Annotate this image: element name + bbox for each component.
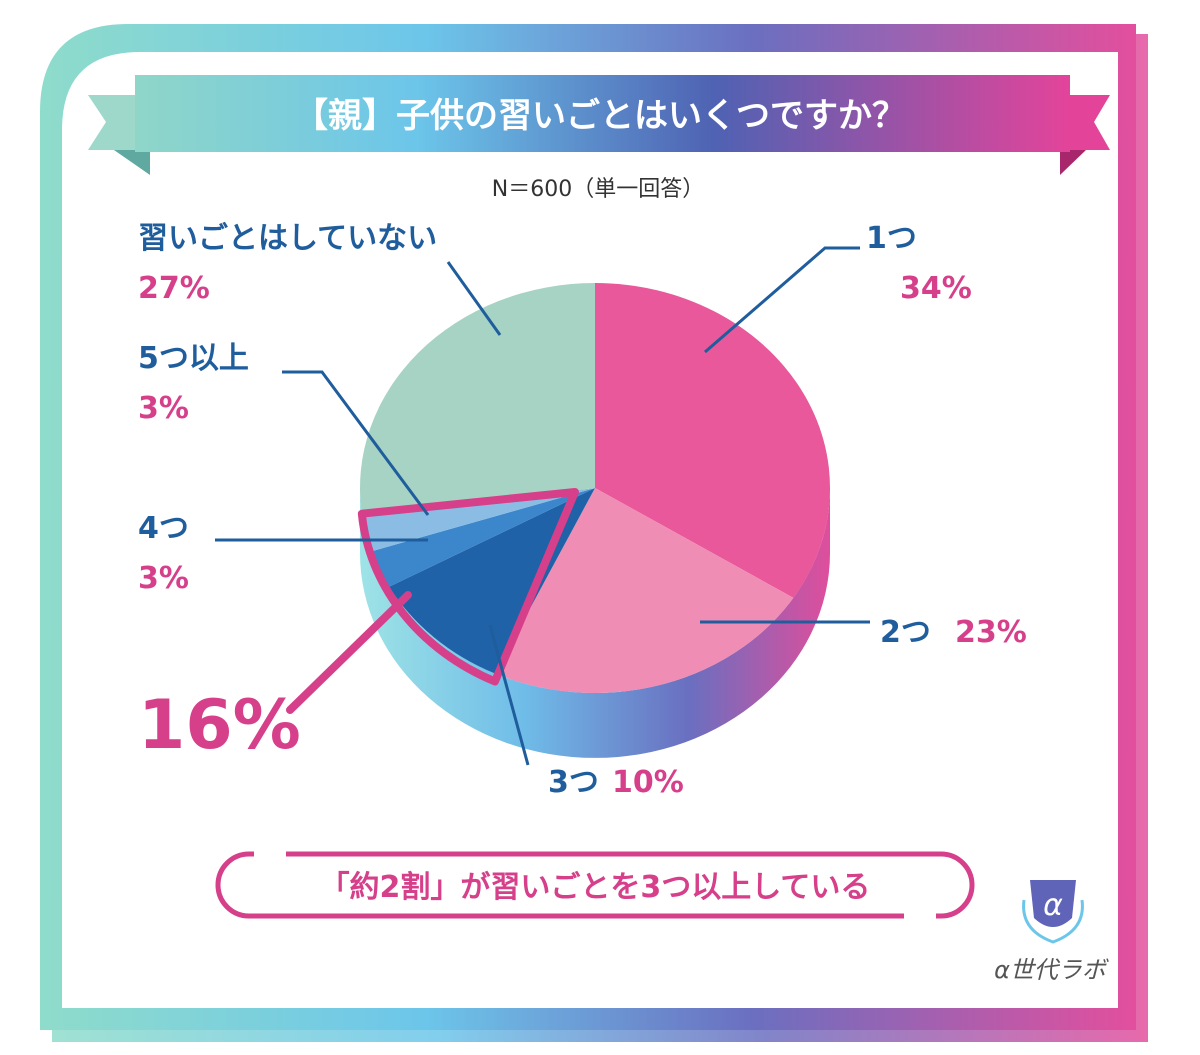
value-5: 3%: [138, 391, 189, 426]
pie-slice-4: [371, 488, 595, 587]
pie-slice-5: [361, 488, 595, 552]
leader-line-5: [282, 370, 430, 516]
leader-line-3: [488, 624, 530, 766]
label-4: 4つ: [138, 511, 189, 546]
pie-slice-2: [494, 488, 794, 693]
leader-line-1: [704, 246, 860, 354]
pie-chart: [357, 283, 830, 758]
label-3: 3つ: [548, 765, 599, 800]
value-4: 3%: [138, 561, 189, 596]
pie-side: [360, 488, 830, 758]
pie-slice-3: [389, 488, 595, 674]
logo-text: α世代ラボ: [994, 956, 1109, 984]
value-2: 23%: [955, 615, 1027, 650]
label-6: 習いごとはしていない: [138, 221, 437, 256]
label-2: 2つ: [880, 615, 931, 650]
conclusion-text: 「約2割」が習いごとを3つ以上している: [320, 870, 871, 905]
conclusion-box-gap: [254, 849, 286, 859]
laurel-icon: [1022, 899, 1084, 944]
title-ribbon: [88, 75, 1110, 175]
pie-slice-1: [595, 283, 830, 598]
conclusion-box-gap: [904, 912, 936, 922]
chart-subtitle: N＝600（単一回答）: [492, 177, 704, 202]
value-1: 34%: [900, 271, 972, 306]
conclusion-box: [215, 851, 975, 919]
highlight-value: 16%: [138, 686, 301, 765]
leader-line-6: [446, 261, 502, 336]
label-5: 5つ以上: [138, 341, 249, 376]
value-6: 27%: [138, 271, 210, 306]
leader-line-highlight: [286, 591, 412, 714]
leader-lines: [215, 246, 870, 766]
logo-alpha-glyph: α: [1043, 888, 1063, 923]
chart-title: 【親】子供の習いごとはいくつですか？: [294, 96, 906, 136]
highlight-outline: [357, 488, 579, 686]
label-1: 1つ: [866, 221, 917, 256]
pie-slice-6: [360, 283, 595, 514]
logo: α α世代ラボ: [994, 880, 1109, 984]
shield-icon: [1030, 880, 1076, 927]
value-3: 10%: [612, 765, 684, 800]
